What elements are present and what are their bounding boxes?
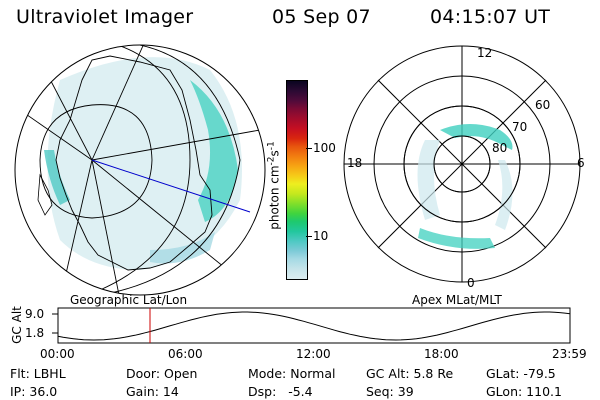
x-tick-0: 00:00	[40, 347, 75, 361]
altitude-ylabel: GC Alt	[10, 306, 24, 344]
mlat-label-80: 80	[492, 141, 508, 155]
mode-info: Mode: Normal	[248, 366, 336, 381]
x-tick-4: 23:59	[552, 347, 587, 361]
instrument-title: Ultraviolet Imager	[16, 6, 194, 28]
apex-label: Apex MLat/MLT	[412, 293, 502, 307]
altitude-tick-lower: 1.8	[25, 326, 45, 340]
x-tick-1: 06:00	[168, 347, 203, 361]
altitude-tick-upper: 9.0	[25, 307, 45, 321]
seq-info: Seq: 39	[366, 384, 414, 399]
color-scale-bar	[286, 80, 308, 280]
colorbar-label-10: 10	[313, 229, 329, 243]
mlt-label-12: 12	[477, 46, 493, 60]
filter-info: Flt: LBHL	[10, 366, 66, 381]
gain-info: Gain: 14	[126, 384, 179, 399]
mlt-label-18: 18	[347, 156, 363, 170]
glon-info: GLon: 110.1	[486, 384, 562, 399]
glat-info: GLat: -79.5	[486, 366, 556, 381]
colorbar-label-100: 100	[313, 141, 336, 155]
gc-alt-info: GC Alt: 5.8 Re	[366, 366, 454, 381]
colorbar-tick-lower	[306, 236, 312, 237]
door-info: Door: Open	[126, 366, 198, 381]
ip-info: IP: 36.0	[10, 384, 58, 399]
x-tick-3: 18:00	[424, 347, 459, 361]
mlat-label-60: 60	[535, 98, 551, 112]
date-text: 05 Sep 07	[272, 6, 371, 28]
colorbar-tick-upper	[306, 148, 312, 149]
mlat-label-70: 70	[512, 120, 528, 134]
time-text: 04:15:07 UT	[430, 6, 551, 28]
geographic-label: Geographic Lat/Lon	[70, 293, 188, 307]
mlt-label-0: 0	[467, 276, 475, 290]
dsp-info: Dsp: -5.4	[248, 384, 313, 399]
x-tick-2: 12:00	[296, 347, 331, 361]
mlt-label-6: 6	[577, 156, 585, 170]
